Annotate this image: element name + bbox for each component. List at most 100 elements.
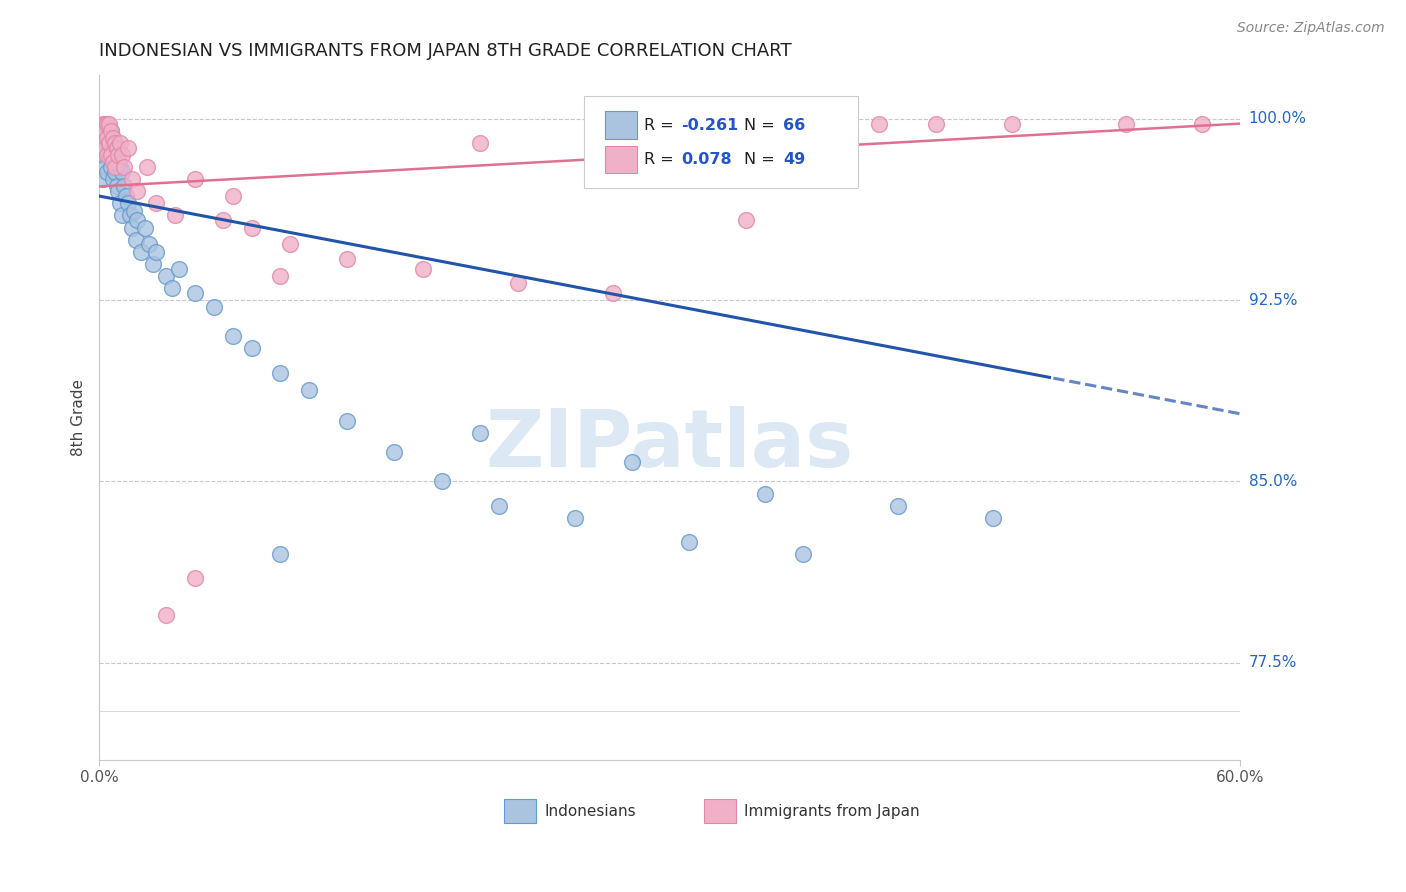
Point — [1115, 117, 1137, 131]
Point — [183, 172, 205, 186]
Point — [91, 172, 114, 186]
Point — [96, 117, 118, 131]
Point — [96, 148, 118, 162]
Point — [101, 155, 124, 169]
Point — [101, 136, 124, 150]
Point — [981, 510, 1004, 524]
Point — [468, 136, 491, 150]
Point — [90, 136, 112, 150]
Point — [240, 342, 263, 356]
Point — [112, 160, 135, 174]
Point — [506, 276, 529, 290]
Point — [138, 237, 160, 252]
Point — [121, 220, 143, 235]
Text: 100.0%: 100.0% — [1249, 112, 1306, 127]
Point — [100, 124, 122, 138]
Point — [240, 220, 263, 235]
Point — [118, 209, 141, 223]
Text: 92.5%: 92.5% — [1249, 293, 1298, 308]
Point — [269, 366, 291, 380]
Point — [91, 117, 114, 131]
FancyBboxPatch shape — [605, 112, 637, 139]
Text: Indonesians: Indonesians — [544, 804, 636, 819]
Text: R =: R = — [644, 152, 679, 167]
Point — [105, 179, 128, 194]
Point — [127, 184, 149, 198]
Point — [1191, 117, 1213, 131]
Point — [94, 131, 117, 145]
Point — [412, 261, 434, 276]
Point — [269, 268, 291, 283]
Point — [136, 160, 159, 174]
Point — [100, 124, 122, 138]
Point — [142, 257, 165, 271]
Text: 85.0%: 85.0% — [1249, 474, 1296, 489]
Point — [110, 160, 132, 174]
Point — [97, 124, 120, 138]
FancyBboxPatch shape — [585, 95, 858, 188]
Point — [160, 281, 183, 295]
Point — [165, 209, 187, 223]
Point — [94, 141, 117, 155]
Point — [269, 547, 291, 561]
Point — [105, 148, 128, 162]
Point — [212, 213, 235, 227]
Point — [430, 475, 453, 489]
Point — [100, 160, 122, 174]
Point — [117, 141, 139, 155]
Point — [145, 196, 167, 211]
Point — [104, 141, 127, 155]
Point — [104, 160, 127, 174]
Point — [107, 148, 129, 162]
Point — [122, 203, 145, 218]
Point — [468, 426, 491, 441]
Point — [754, 117, 776, 131]
Text: -0.261: -0.261 — [682, 118, 738, 133]
Text: R =: R = — [644, 118, 679, 133]
Point — [97, 136, 120, 150]
Point — [101, 172, 124, 186]
Point — [564, 510, 586, 524]
Point — [97, 117, 120, 131]
Point — [90, 124, 112, 138]
Point — [134, 220, 156, 235]
Point — [94, 124, 117, 138]
Point — [94, 160, 117, 174]
Point — [94, 124, 117, 138]
Point — [202, 301, 225, 315]
Point — [221, 189, 243, 203]
Point — [100, 136, 122, 150]
Point — [97, 131, 120, 145]
Point — [110, 136, 132, 150]
Point — [792, 547, 814, 561]
Text: INDONESIAN VS IMMIGRANTS FROM JAPAN 8TH GRADE CORRELATION CHART: INDONESIAN VS IMMIGRANTS FROM JAPAN 8TH … — [100, 42, 792, 60]
FancyBboxPatch shape — [605, 145, 637, 173]
Point — [297, 383, 319, 397]
Point — [735, 213, 758, 227]
Point — [121, 172, 143, 186]
Point — [155, 607, 177, 622]
Point — [104, 165, 127, 179]
Point — [221, 329, 243, 343]
FancyBboxPatch shape — [505, 799, 536, 823]
Text: 66: 66 — [783, 118, 806, 133]
Point — [94, 117, 117, 131]
Point — [97, 148, 120, 162]
Point — [155, 268, 177, 283]
Point — [887, 499, 910, 513]
Point — [90, 136, 112, 150]
Point — [112, 179, 135, 194]
Point — [127, 213, 149, 227]
Point — [925, 117, 948, 131]
Point — [96, 136, 118, 150]
Text: 77.5%: 77.5% — [1249, 656, 1296, 671]
Point — [382, 445, 405, 459]
Point — [115, 189, 138, 203]
Point — [602, 285, 624, 300]
Text: 49: 49 — [783, 152, 806, 167]
Point — [104, 136, 127, 150]
Point — [94, 141, 117, 155]
Point — [96, 131, 118, 145]
Point — [117, 196, 139, 211]
Point — [96, 124, 118, 138]
